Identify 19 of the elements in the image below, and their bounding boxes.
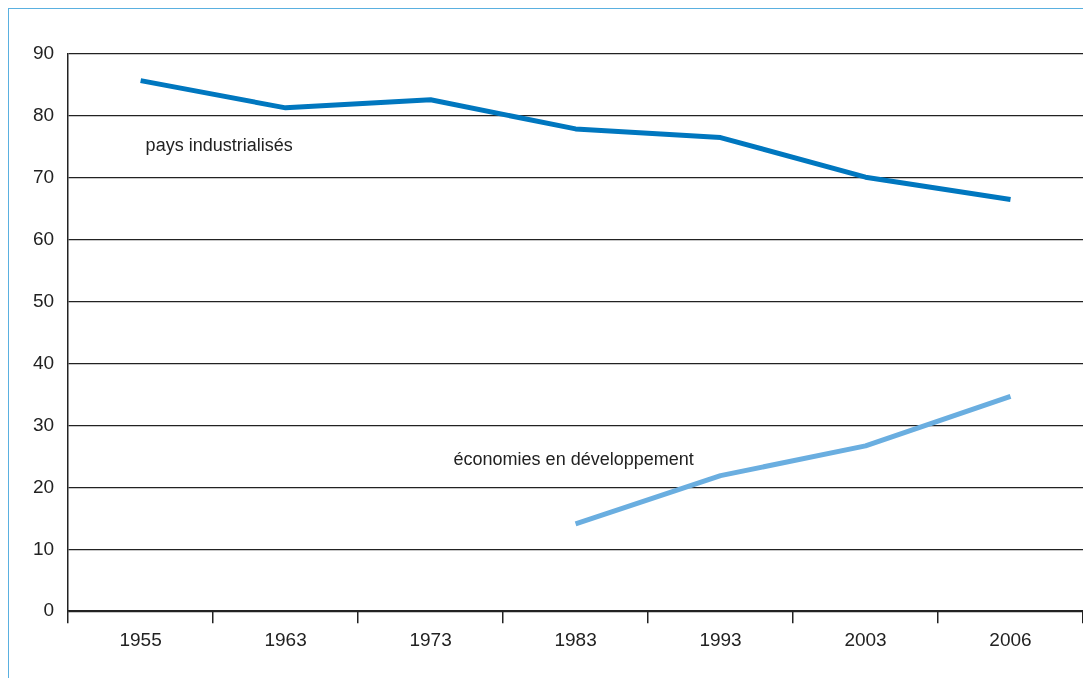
- y-tick-label: 10: [32, 537, 55, 559]
- x-tick-label: 2006: [989, 628, 1032, 650]
- x-tick-label: 1983: [554, 628, 597, 650]
- x-tick-label: 1955: [119, 628, 162, 650]
- x-tick-label: 1963: [264, 628, 307, 650]
- x-tick-label: 1993: [699, 628, 742, 650]
- series-label: pays industrialisés: [145, 134, 293, 155]
- x-tick-label: 2003: [844, 628, 887, 650]
- y-tick-label: 50: [32, 289, 55, 311]
- y-tick-label: 60: [32, 227, 55, 249]
- y-tick-label: 90: [32, 42, 55, 64]
- y-tick-label: 80: [32, 104, 55, 126]
- series-label: économies en développement: [453, 448, 694, 469]
- y-tick-label: 70: [32, 166, 55, 188]
- y-tick-label: 30: [32, 413, 55, 435]
- y-tick-label: 40: [32, 351, 55, 373]
- y-tick-label: 0: [43, 599, 55, 621]
- x-tick-label: 1973: [409, 628, 452, 650]
- y-tick-label: 20: [32, 475, 55, 497]
